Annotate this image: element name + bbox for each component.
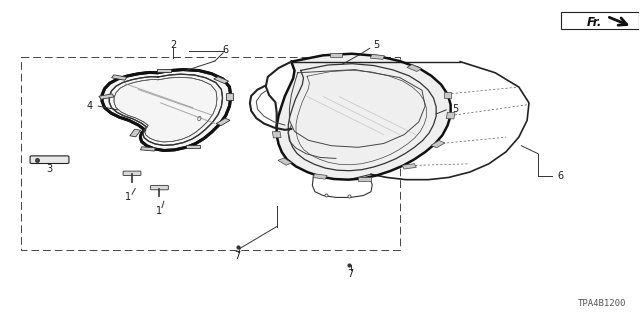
Bar <box>214 76 228 84</box>
Text: 7: 7 <box>348 269 354 279</box>
Bar <box>446 112 455 119</box>
Bar <box>407 65 422 71</box>
Bar <box>111 75 127 80</box>
Text: 1: 1 <box>156 206 163 216</box>
Bar <box>130 129 141 137</box>
Text: TPA4B1200: TPA4B1200 <box>577 299 626 308</box>
Bar <box>20 57 399 251</box>
Polygon shape <box>276 54 451 180</box>
Text: 2: 2 <box>170 40 177 50</box>
FancyBboxPatch shape <box>150 185 168 190</box>
Text: 5: 5 <box>452 104 458 114</box>
FancyBboxPatch shape <box>123 171 141 176</box>
Bar <box>278 158 292 165</box>
Text: 6: 6 <box>558 172 564 181</box>
FancyBboxPatch shape <box>561 12 639 29</box>
Bar <box>186 145 200 148</box>
Bar <box>272 131 281 138</box>
Bar <box>402 164 417 169</box>
Bar <box>431 140 445 148</box>
Text: 7: 7 <box>234 251 240 261</box>
Bar <box>330 53 342 57</box>
Text: 6: 6 <box>223 44 228 55</box>
Text: 4: 4 <box>86 101 92 111</box>
Bar <box>371 54 384 59</box>
Bar <box>313 174 327 179</box>
Text: o: o <box>196 114 201 123</box>
Bar <box>99 94 114 99</box>
Text: 5: 5 <box>373 40 380 50</box>
FancyBboxPatch shape <box>30 156 69 164</box>
Text: Fr.: Fr. <box>586 15 602 28</box>
Bar <box>358 177 371 181</box>
Text: 1: 1 <box>125 192 131 203</box>
Bar <box>227 93 233 100</box>
Text: 3: 3 <box>46 164 52 174</box>
Bar <box>157 69 171 72</box>
Bar <box>141 147 156 151</box>
Polygon shape <box>102 69 231 150</box>
Bar <box>216 118 230 126</box>
Bar <box>444 92 451 98</box>
